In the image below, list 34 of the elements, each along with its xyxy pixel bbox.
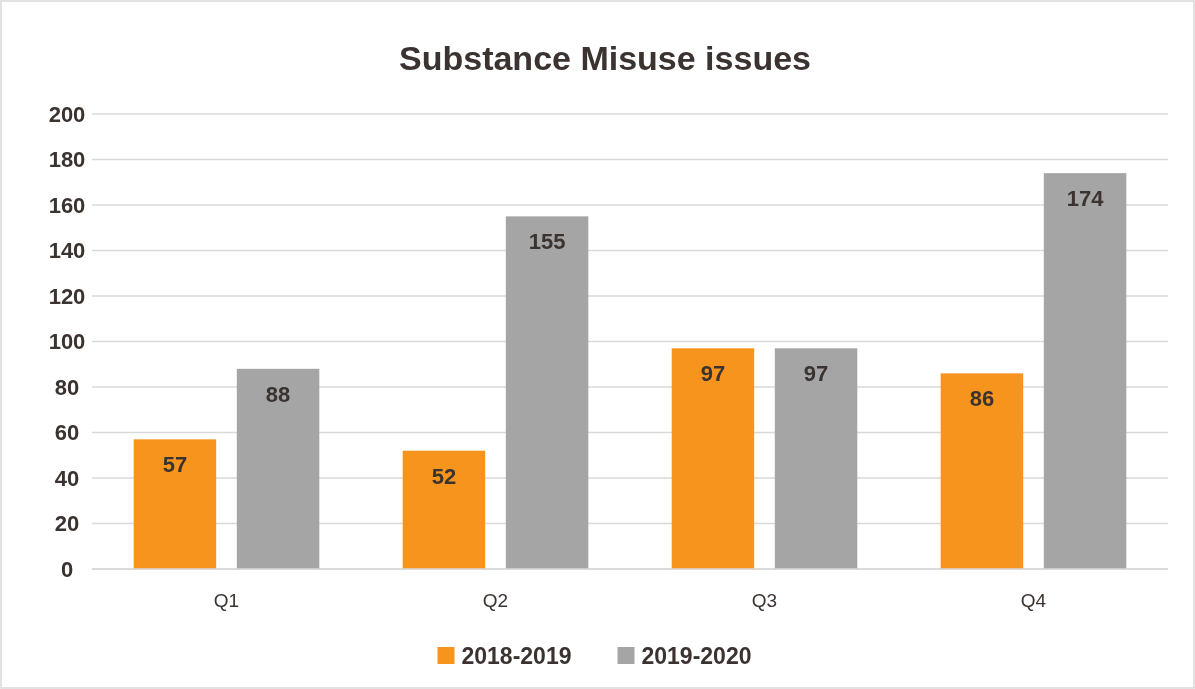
y-tick-label: 80 [54,374,80,400]
bar [940,373,1024,569]
data-label: 88 [265,381,291,407]
y-tick-label: 200 [48,101,86,127]
legend-label: 2019-2020 [641,643,752,670]
bar [1043,173,1127,569]
data-label: 174 [1066,186,1105,212]
data-label: 52 [431,463,457,489]
y-tick-label: 40 [54,465,80,491]
bar [133,439,217,569]
y-tick-label: 140 [48,238,86,264]
x-tick-label: Q4 [1020,590,1047,611]
bar [671,348,755,569]
y-tick-label: 100 [48,329,86,355]
bar [236,368,320,569]
bar [505,216,589,569]
chart-title: Substance Misuse issues [399,39,811,77]
bar [774,348,858,569]
bar [402,450,486,569]
data-label: 57 [162,452,188,478]
data-label: 155 [528,229,566,255]
x-tick-label: Q3 [751,590,778,611]
y-tick-label: 120 [48,283,86,309]
y-tick-label: 160 [48,192,86,218]
legend-label: 2018-2019 [461,643,572,670]
data-label: 97 [803,361,829,387]
y-tick-label: 20 [54,511,80,537]
data-label: 86 [969,386,995,412]
y-tick-label: 0 [60,556,74,582]
y-tick-label: 60 [54,420,80,446]
data-label: 97 [700,361,726,387]
x-tick-label: Q1 [213,590,240,611]
x-tick-label: Q2 [482,590,509,611]
y-tick-label: 180 [48,147,86,173]
